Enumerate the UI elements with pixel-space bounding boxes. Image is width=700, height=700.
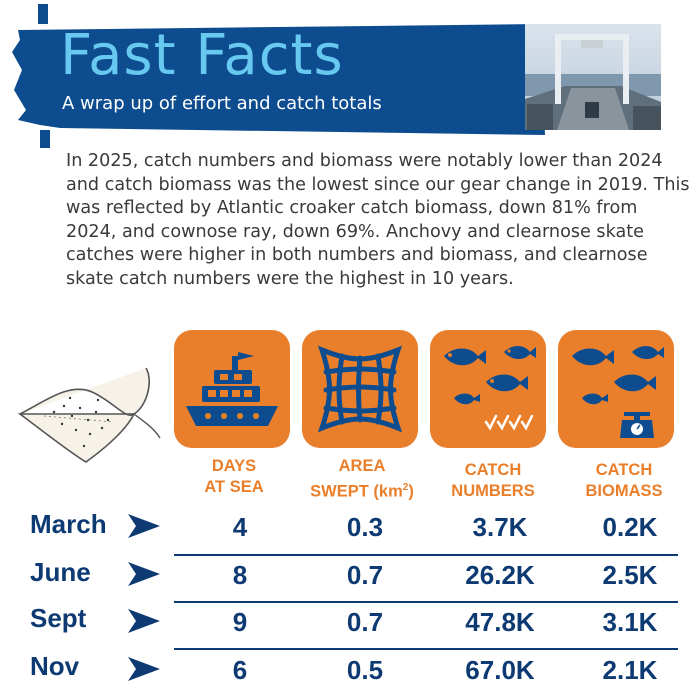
cell-numbers: 67.0K [465,655,535,685]
cell-days: 8 [232,560,248,590]
arrow-icon [128,657,160,681]
column-header-biomass: CATCH BIOMASS [558,460,690,502]
row-month: Sept [30,603,87,633]
row-divider [174,648,678,650]
header-line: AT SEA [204,478,264,496]
page-subtitle: A wrap up of effort and catch totals [62,93,382,114]
header-line: CATCH [595,461,653,479]
vessel-photo [525,24,661,130]
cell-biomass: 2.1K [602,655,658,685]
arrow-icon [128,514,160,538]
cell-area: 0.5 [346,655,384,685]
row-divider [174,601,678,603]
fish-count-icon [444,346,536,431]
cell-numbers: 3.7K [472,512,528,542]
skate-illustration [17,367,161,463]
intro-paragraph: In 2025, catch numbers and biomass were … [66,151,690,289]
header-banner [12,4,545,148]
header-line: NUMBERS [451,482,535,500]
row-month: June [30,557,91,587]
header-line: DAYS [211,457,257,475]
fish-count-icon-tile [430,330,546,448]
net-icon [317,345,403,433]
column-header-days: DAYS AT SEA [168,456,300,498]
cell-area: 0.7 [346,560,384,590]
cell-biomass: 3.1K [602,607,658,637]
cell-days: 4 [232,512,248,542]
header-text: SWEPT (km [310,482,403,501]
row-month: March [30,509,107,539]
header-text: ) [408,482,414,501]
row-month: Nov [30,651,80,681]
column-header-area: AREA SWEPT (km2) [296,456,428,503]
ship-icon [186,352,278,426]
fish-scale-icon-tile [558,330,674,448]
page-title: Fast Facts [60,23,344,88]
cell-numbers: 26.2K [465,560,535,590]
row-divider [174,554,678,556]
cell-area: 0.7 [346,607,384,637]
cell-biomass: 2.5K [602,560,658,590]
header-line: SWEPT (km2) [296,477,428,503]
arrow-icon [128,609,160,633]
header-line: AREA [338,457,386,475]
cell-days: 9 [232,607,248,637]
cell-area: 0.3 [346,512,384,542]
column-header-numbers: CATCH NUMBERS [427,460,559,502]
arrow-icon [128,562,160,586]
header-line: CATCH [464,461,522,479]
cell-numbers: 47.8K [465,607,535,637]
ship-icon-tile [174,330,290,448]
net-icon-tile [302,330,418,448]
fish-scale-icon [572,346,664,438]
superscript: 2 [402,482,409,493]
header-line: BIOMASS [585,482,663,500]
cell-days: 6 [232,655,248,685]
cell-biomass: 0.2K [602,512,658,542]
